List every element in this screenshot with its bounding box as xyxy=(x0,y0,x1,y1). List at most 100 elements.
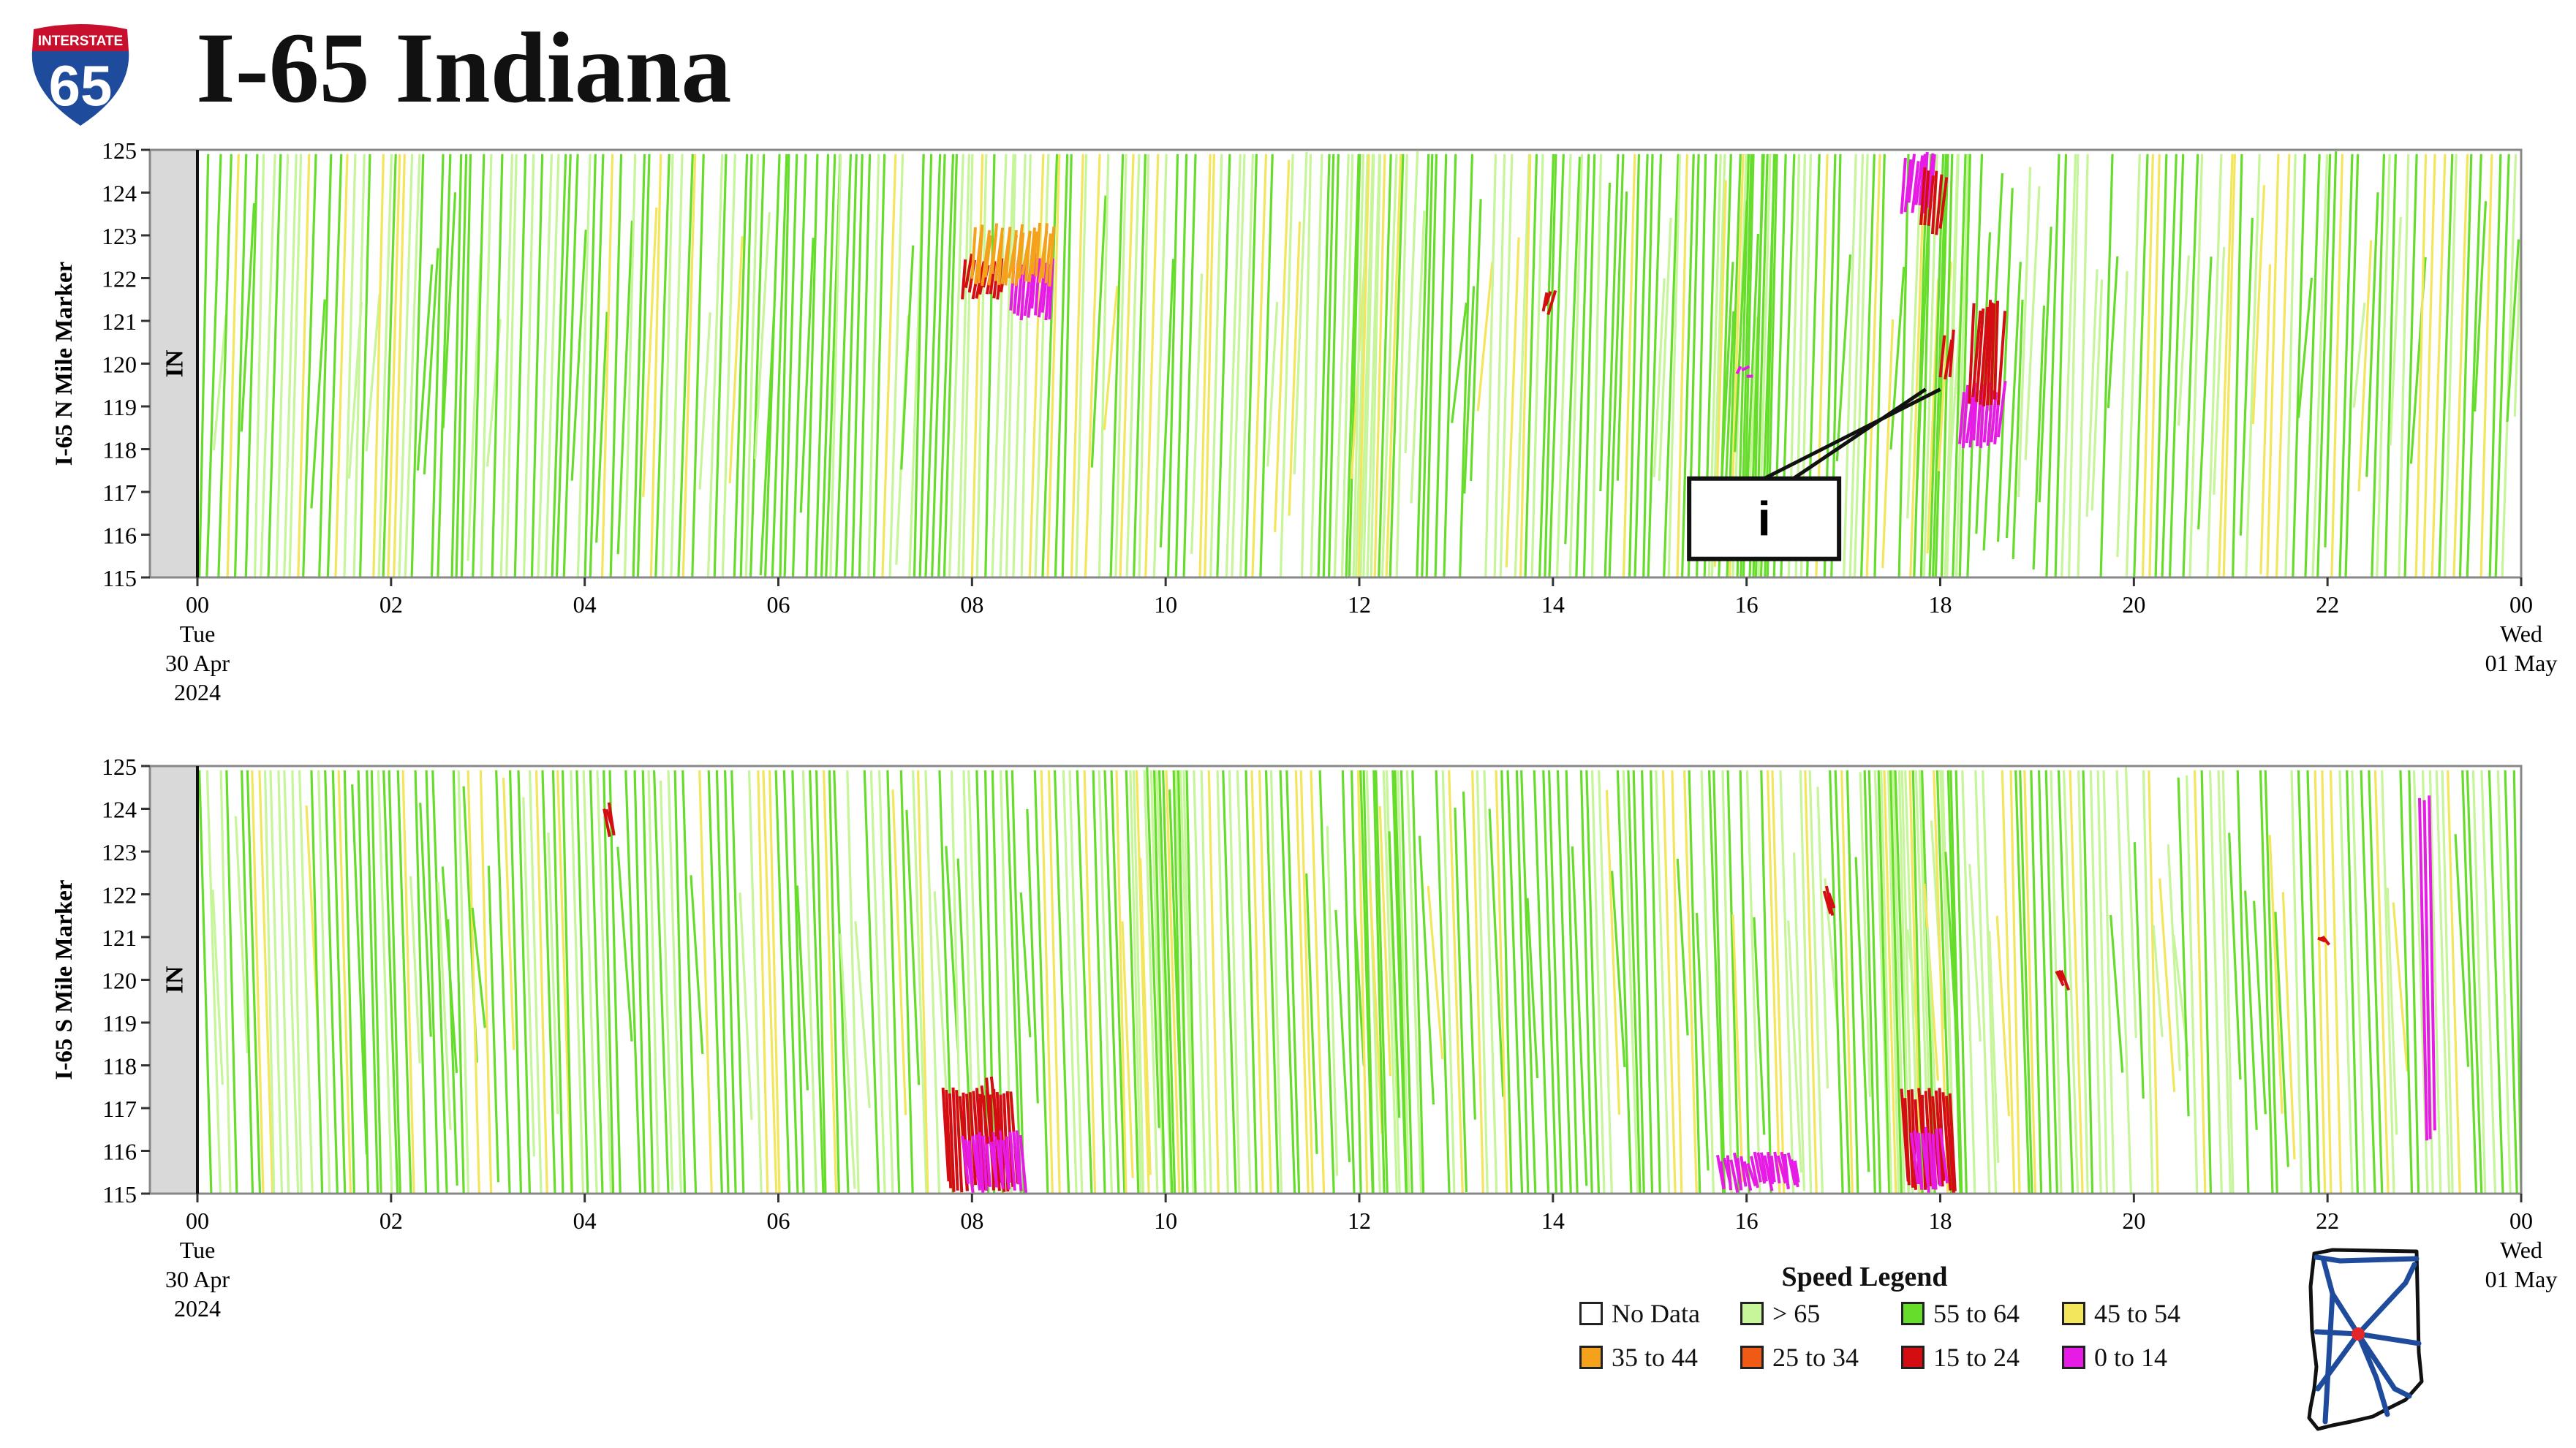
speed-trace xyxy=(1829,770,1844,1194)
speed-trace xyxy=(1471,770,1485,1194)
speed-trace xyxy=(2324,151,2338,547)
congestion-event xyxy=(997,234,1004,285)
congestion-event xyxy=(989,1094,995,1191)
speed-trace xyxy=(1571,846,1588,1186)
speed-trace xyxy=(450,153,463,578)
congestion-event xyxy=(1004,227,1012,286)
speed-trace xyxy=(298,770,314,1194)
speed-trace xyxy=(1005,770,1022,1194)
speed-trace xyxy=(1548,153,1565,578)
speed-trace xyxy=(1228,770,1241,1194)
speed-trace xyxy=(1632,770,1645,1194)
speed-trace xyxy=(2177,255,2190,426)
speed-trace xyxy=(1582,153,1596,578)
speed-trace xyxy=(2422,153,2436,578)
speed-trace xyxy=(1995,915,2011,1117)
speed-trace xyxy=(1816,786,1829,1089)
congestion-event xyxy=(1041,223,1049,278)
speed-trace xyxy=(401,770,415,1194)
y-tick-label: 121 xyxy=(102,308,137,335)
x-tick-label: 18 xyxy=(1929,591,1952,618)
speed-trace xyxy=(1340,153,1354,578)
speed-trace xyxy=(2438,153,2454,578)
speed-trace xyxy=(698,770,713,1194)
speed-trace xyxy=(1843,153,1857,578)
speed-trace xyxy=(2030,770,2043,1194)
legend-label: No Data xyxy=(1612,1299,1700,1328)
speed-trace xyxy=(1435,770,1451,1194)
x-tick-label: 22 xyxy=(2316,1208,2339,1234)
congestion-event xyxy=(1742,1161,1753,1191)
speed-trace xyxy=(297,153,311,578)
speed-trace xyxy=(2251,185,2266,425)
speed-trace xyxy=(670,153,684,578)
speed-trace xyxy=(1961,770,1976,1194)
speed-trace xyxy=(275,153,290,578)
speed-trace xyxy=(455,153,468,578)
congestion-event xyxy=(977,226,984,284)
speed-trace xyxy=(1005,153,1017,578)
congestion-event xyxy=(1990,303,1996,406)
speed-trace xyxy=(1889,266,1905,450)
northbound-speed-chart: IN 115 116 117 118 119 120 121 122 123 124 125 I-65 … xyxy=(0,135,2576,764)
speed-trace xyxy=(2200,770,2213,1194)
congestion-event xyxy=(1968,303,1976,404)
speed-trace xyxy=(1305,873,1318,1154)
speed-trace xyxy=(1889,770,1903,1194)
speed-trace xyxy=(1459,153,1474,578)
speed-trace xyxy=(1661,770,1677,1194)
speed-trace xyxy=(2001,770,2016,1194)
speed-trace xyxy=(2148,770,2159,1194)
speed-trace xyxy=(2284,153,2297,578)
speed-trace xyxy=(1046,153,1061,578)
congestion-event xyxy=(992,1132,999,1188)
speed-trace xyxy=(2188,153,2204,578)
speed-trace xyxy=(1488,808,1505,1097)
legend-item: 35 to 44 xyxy=(1579,1341,1698,1373)
speed-trace xyxy=(1680,153,1695,578)
speed-trace xyxy=(1098,153,1110,578)
speed-trace xyxy=(1166,153,1179,578)
speed-trace xyxy=(1835,254,1852,462)
speed-trace xyxy=(2268,835,2284,1114)
speed-trace xyxy=(1650,770,1661,1194)
speed-trace xyxy=(2168,153,2185,578)
speed-trace xyxy=(1327,153,1340,578)
congestion-event xyxy=(1790,1159,1799,1188)
speed-trace xyxy=(205,770,222,1194)
congestion-event xyxy=(1015,1130,1023,1191)
congestion-event xyxy=(1938,177,1949,229)
x-tick-label: 00 xyxy=(186,1208,209,1234)
congestion-event xyxy=(1735,365,1742,375)
speed-trace xyxy=(1264,770,1280,1194)
speed-trace xyxy=(1207,770,1220,1194)
speed-trace xyxy=(1216,770,1230,1194)
speed-trace xyxy=(2133,153,2149,578)
speed-trace xyxy=(2206,153,2223,578)
speed-trace xyxy=(779,153,790,578)
speed-trace xyxy=(1378,806,1392,1077)
speed-trace xyxy=(1394,770,1409,1194)
speed-traces xyxy=(198,766,2523,1194)
speed-trace xyxy=(1132,770,1145,1194)
speed-trace xyxy=(1604,153,1620,578)
speed-trace xyxy=(1627,770,1642,1194)
speed-trace xyxy=(460,153,472,578)
speed-trace xyxy=(754,212,771,460)
speed-trace xyxy=(2186,775,2199,1194)
speed-trace xyxy=(2259,770,2274,1194)
speed-trace xyxy=(2488,153,2502,578)
speed-trace xyxy=(1988,930,2000,1163)
shield-number: 65 xyxy=(49,53,113,118)
speed-trace xyxy=(2245,153,2261,578)
congestion-event xyxy=(1002,1140,1011,1190)
speed-trace xyxy=(211,890,224,1085)
y-tick-label: 118 xyxy=(102,1053,137,1080)
x-tick-label: 20 xyxy=(2122,591,2145,618)
speed-trace xyxy=(1867,770,1881,1194)
speed-trace xyxy=(480,153,493,578)
congestion-event xyxy=(978,1132,985,1194)
speed-trace xyxy=(912,770,928,1194)
speed-trace xyxy=(414,770,428,1194)
speed-trace xyxy=(1244,153,1258,578)
